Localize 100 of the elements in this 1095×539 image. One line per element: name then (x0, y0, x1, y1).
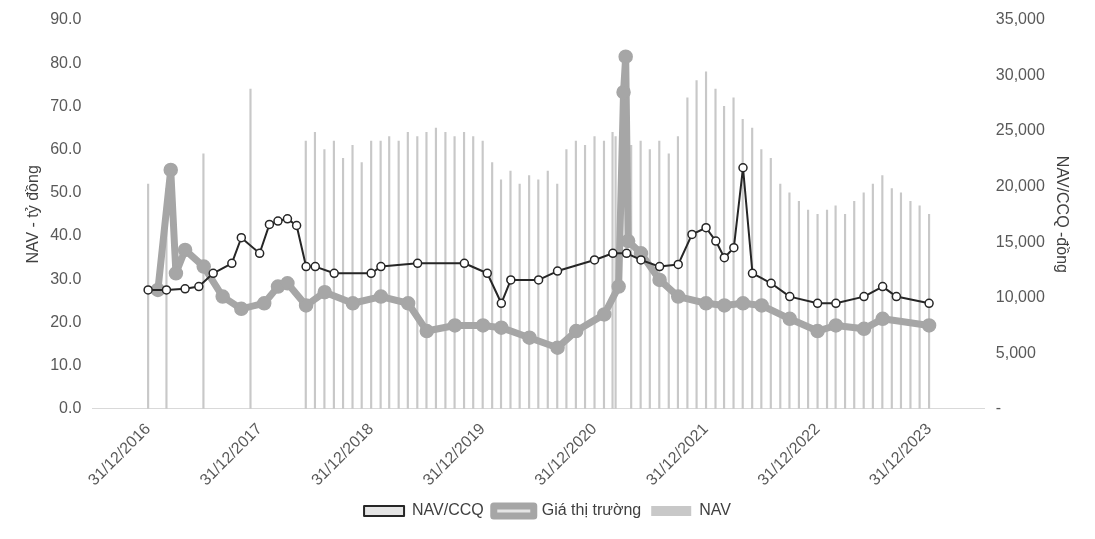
point (168, 266, 184, 281)
y-tick-label: 30.0 (50, 269, 82, 287)
y2-tick-label: 35,000 (995, 10, 1045, 28)
point (419, 323, 435, 339)
point (608, 248, 618, 259)
point (227, 258, 237, 269)
point (482, 268, 493, 279)
point (522, 330, 537, 345)
point (475, 318, 491, 333)
y-tick-label: 80.0 (50, 53, 82, 71)
point (298, 298, 314, 313)
point (506, 275, 516, 285)
y2-tick-label: 30,000 (995, 65, 1045, 83)
point (877, 281, 888, 292)
point (310, 261, 320, 272)
point (875, 311, 890, 327)
y-tick-label: 70.0 (50, 96, 82, 114)
point (719, 252, 730, 263)
legend-label: Giá thị trường (541, 501, 642, 519)
point (810, 323, 825, 339)
y2-tick-label: 25,000 (995, 121, 1045, 139)
point (282, 214, 293, 224)
y2-tick-label: - (995, 399, 1002, 417)
bar (909, 201, 912, 409)
point (738, 162, 748, 173)
point (828, 318, 844, 333)
point (194, 281, 204, 292)
point (373, 289, 389, 304)
point (301, 261, 311, 272)
point (280, 276, 295, 291)
point (616, 84, 631, 100)
legend-label: NAV/CCQ (412, 501, 484, 519)
point (256, 296, 272, 311)
point (215, 289, 230, 304)
point (673, 259, 683, 270)
point (143, 285, 153, 295)
bar (425, 131, 428, 409)
point (366, 268, 376, 279)
y2-axis-title: NAV/CCQ -đồng (1053, 155, 1071, 273)
point (161, 285, 172, 295)
y-axis-title: NAV - tỷ đồng (24, 165, 42, 264)
point (735, 296, 751, 311)
y2-tick-label: 20,000 (995, 177, 1045, 195)
point (412, 258, 423, 269)
point (177, 242, 193, 258)
point (459, 258, 470, 269)
point (698, 296, 714, 311)
point (670, 289, 686, 304)
point (924, 298, 934, 309)
bar (695, 80, 698, 409)
point (729, 242, 739, 253)
point (345, 296, 361, 311)
point (496, 298, 507, 309)
point (568, 323, 584, 339)
point (254, 248, 265, 259)
y2-tick-label: 10,000 (995, 288, 1045, 306)
point (717, 298, 732, 313)
point (785, 291, 795, 302)
point (891, 291, 902, 302)
point (597, 307, 612, 322)
point (196, 259, 211, 274)
point (859, 291, 869, 302)
point (812, 298, 823, 309)
bar (714, 88, 717, 409)
bar (351, 144, 354, 409)
y-tick-label: 0.0 (59, 399, 82, 417)
bar (611, 131, 614, 409)
bar (732, 97, 735, 409)
point (687, 229, 697, 240)
point (376, 261, 386, 272)
point (621, 248, 632, 259)
point (856, 321, 872, 337)
y-tick-label: 20.0 (50, 312, 82, 330)
point (533, 275, 544, 285)
point (180, 284, 190, 294)
bar (202, 153, 205, 409)
point (921, 318, 937, 333)
point (400, 296, 416, 311)
point (329, 268, 339, 279)
legend-label: NAV (699, 501, 732, 519)
bar (249, 88, 252, 409)
point (208, 268, 218, 279)
bar (509, 170, 512, 409)
point (264, 219, 275, 230)
point (236, 232, 247, 243)
point (611, 279, 626, 294)
point (589, 255, 600, 265)
y-tick-label: 10.0 (50, 356, 82, 374)
point (317, 284, 332, 300)
point (163, 162, 178, 178)
bar (593, 136, 596, 409)
point (636, 255, 646, 265)
y-tick-label: 60.0 (50, 140, 82, 158)
point (754, 298, 769, 313)
point (747, 268, 758, 279)
point (550, 340, 565, 355)
point (273, 216, 283, 226)
point (711, 236, 721, 246)
point (831, 298, 841, 309)
bar (453, 136, 456, 409)
